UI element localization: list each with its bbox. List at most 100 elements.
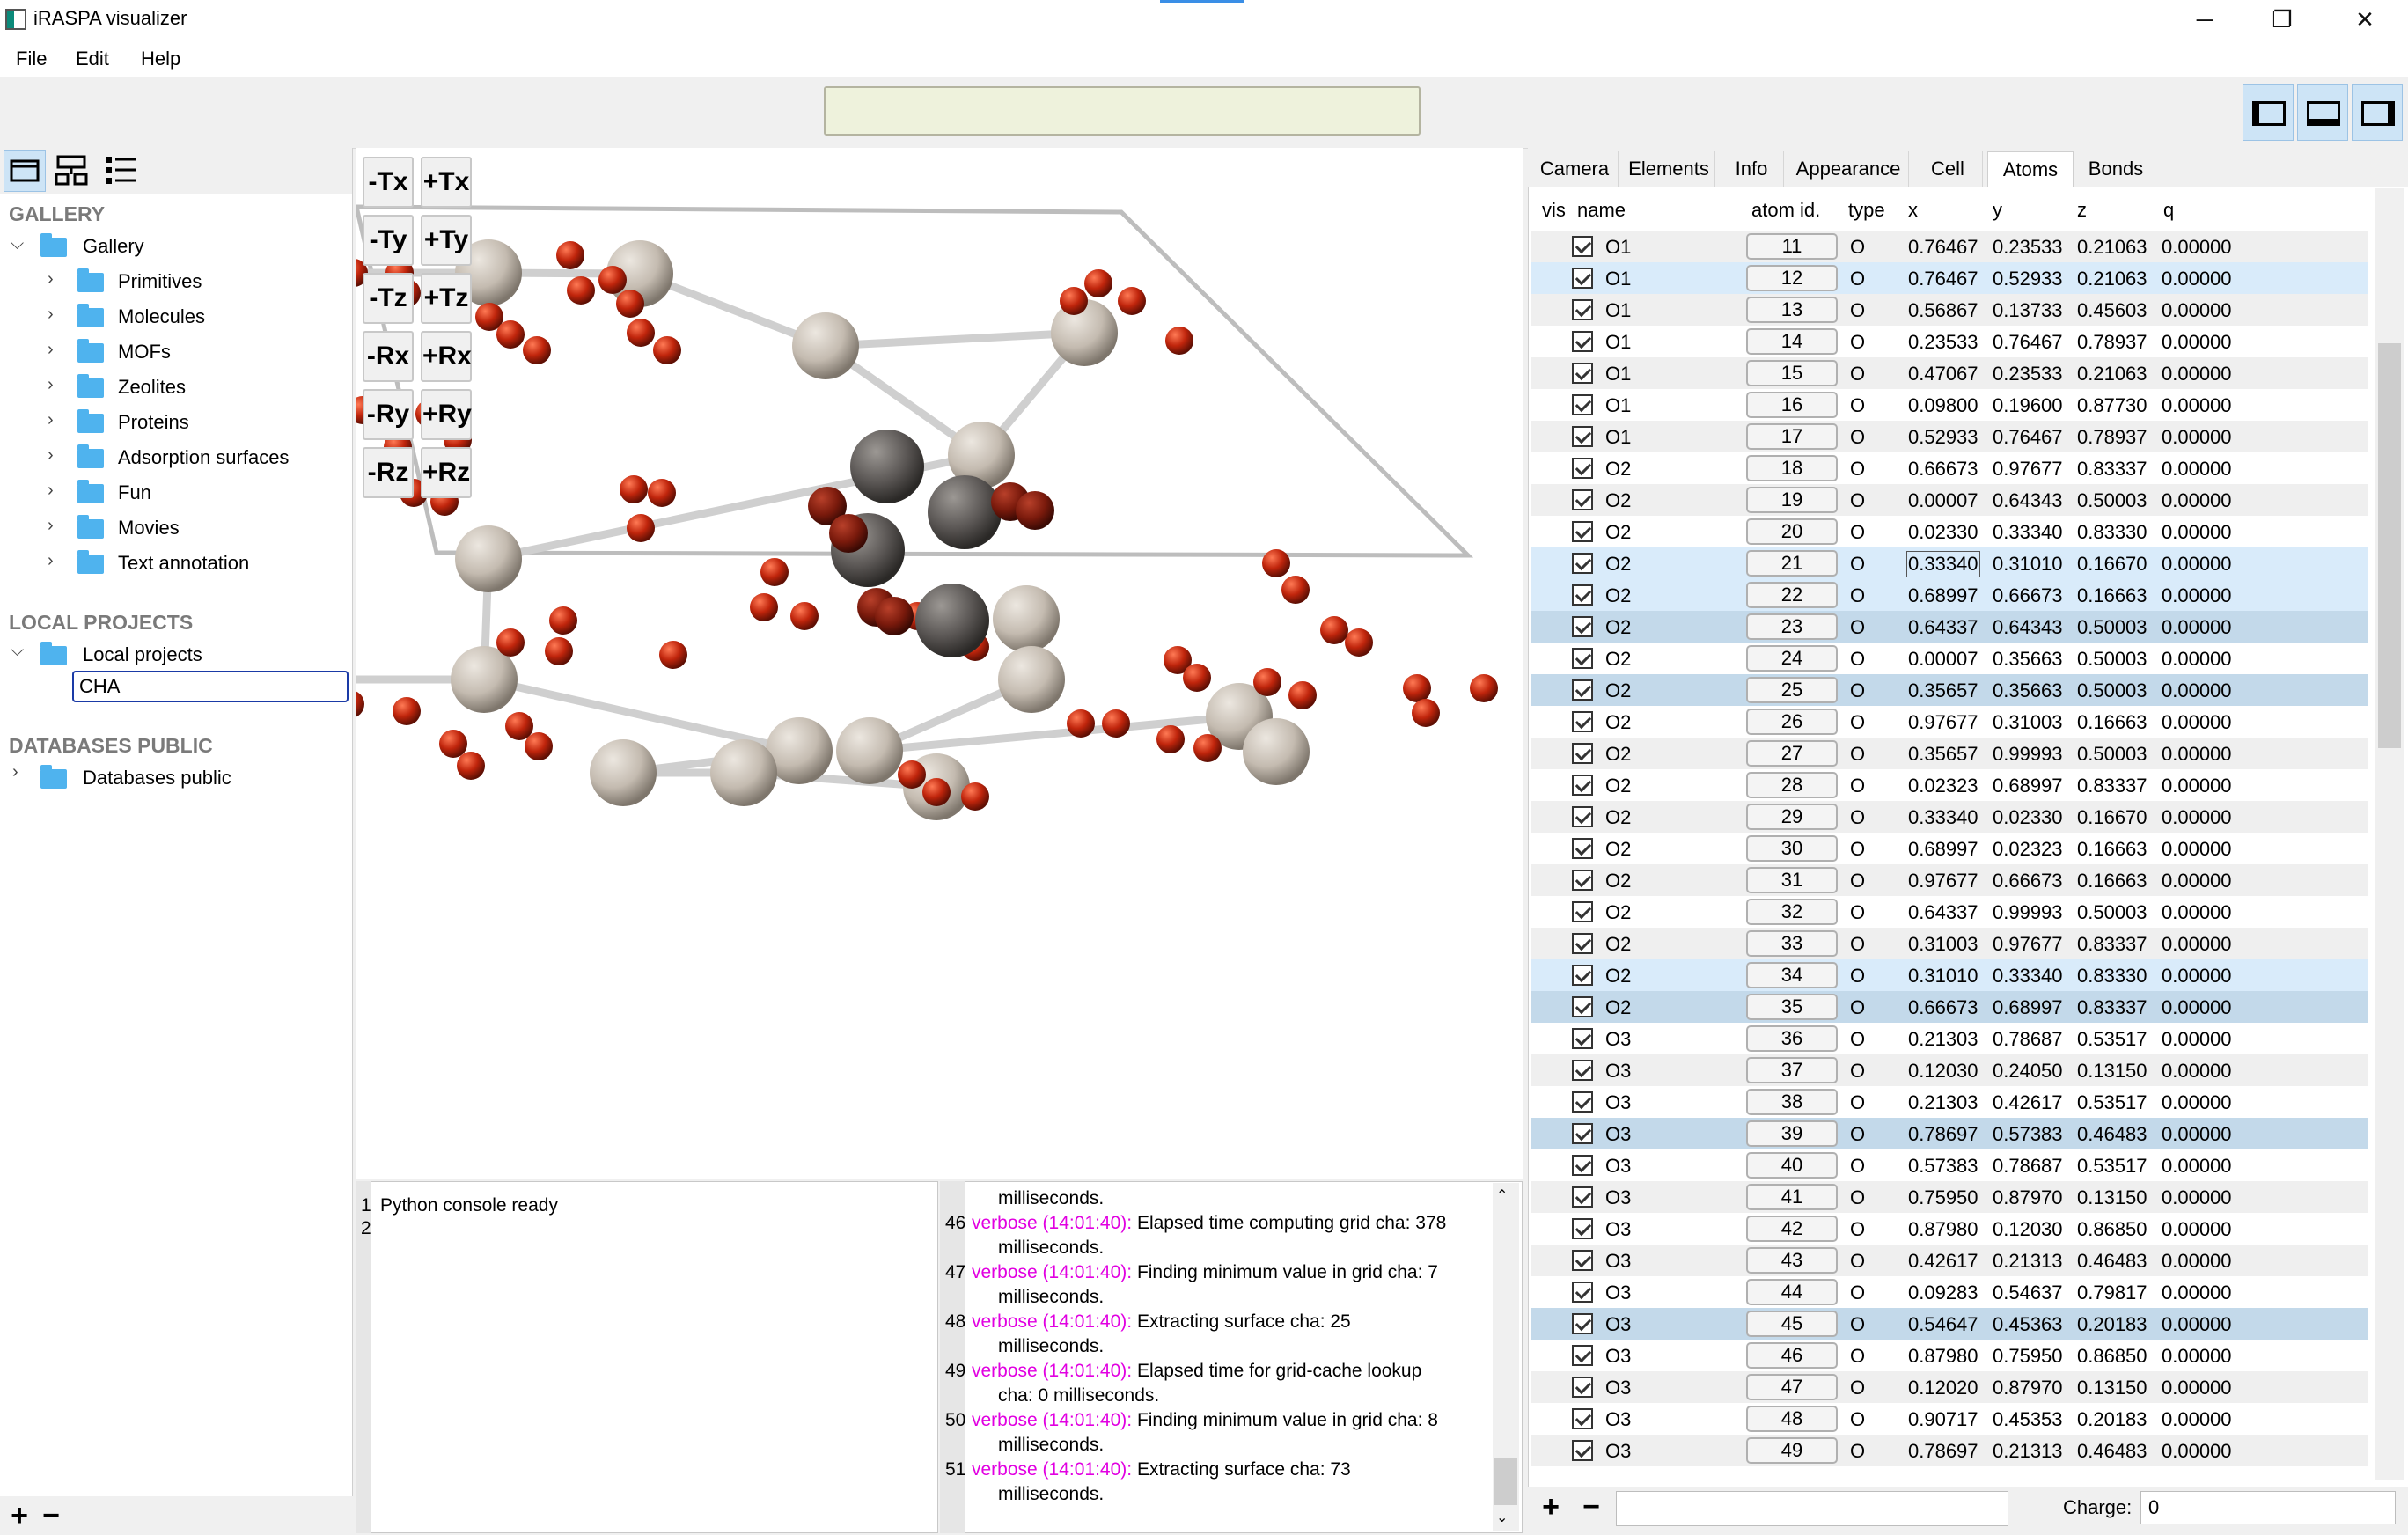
chevron-right-icon[interactable]: › xyxy=(48,551,54,570)
atom-q[interactable]: 0.00000 xyxy=(2162,1186,2232,1208)
visibility-checkbox[interactable] xyxy=(1572,838,1593,859)
atom-z[interactable]: 0.83337 xyxy=(2077,458,2147,480)
atom-x[interactable]: 0.87980 xyxy=(1908,1218,1979,1240)
atoms-scroll-thumb[interactable] xyxy=(2378,343,2401,748)
chevron-right-icon[interactable]: › xyxy=(48,340,54,359)
atom-z[interactable]: 0.83330 xyxy=(2077,965,2147,987)
atom-q[interactable]: 0.00000 xyxy=(2162,996,2232,1018)
transform-button-plusminus-rz[interactable]: +Rz xyxy=(421,447,472,498)
visibility-checkbox[interactable] xyxy=(1572,363,1593,384)
toggle-left-panel-button[interactable] xyxy=(2243,84,2294,141)
atom-id-field[interactable]: 12 xyxy=(1746,265,1838,291)
atom-id-field[interactable]: 39 xyxy=(1746,1120,1838,1147)
atom-y[interactable]: 0.78687 xyxy=(1993,1028,2063,1050)
atom-id-field[interactable]: 14 xyxy=(1746,328,1838,355)
visibility-checkbox[interactable] xyxy=(1572,870,1593,891)
atom-y[interactable]: 0.54637 xyxy=(1993,1282,2063,1304)
menu-file[interactable]: File xyxy=(16,48,48,70)
atom-x[interactable]: 0.33340 xyxy=(1906,551,1980,577)
atom-z[interactable]: 0.13150 xyxy=(2077,1060,2147,1082)
atom-y[interactable]: 0.35663 xyxy=(1993,679,2063,701)
atom-q[interactable]: 0.00000 xyxy=(2162,1218,2232,1240)
atom-x[interactable]: 0.97677 xyxy=(1908,711,1979,733)
transform-button-minus-rz[interactable]: -Rz xyxy=(363,447,414,498)
atom-z[interactable]: 0.87730 xyxy=(2077,394,2147,416)
table-row[interactable]: O2 28 O 0.02323 0.68997 0.83337 0.00000 xyxy=(1531,769,2368,801)
atom-y[interactable]: 0.64343 xyxy=(1993,616,2063,638)
atom-id-field[interactable]: 35 xyxy=(1746,994,1838,1020)
visibility-checkbox[interactable] xyxy=(1572,584,1593,606)
atom-y[interactable]: 0.31003 xyxy=(1993,711,2063,733)
atom-x[interactable]: 0.54647 xyxy=(1908,1313,1979,1335)
visibility-checkbox[interactable] xyxy=(1572,1091,1593,1113)
visibility-checkbox[interactable] xyxy=(1572,489,1593,510)
atom-q[interactable]: 0.00000 xyxy=(2162,1155,2232,1177)
atom-z[interactable]: 0.20183 xyxy=(2077,1408,2147,1430)
atom-q[interactable]: 0.00000 xyxy=(2162,711,2232,733)
atom-z[interactable]: 0.86850 xyxy=(2077,1218,2147,1240)
atom-q[interactable]: 0.00000 xyxy=(2162,743,2232,765)
chevron-right-icon[interactable]: › xyxy=(48,516,54,535)
atom-x[interactable]: 0.66673 xyxy=(1908,996,1979,1018)
atom-y[interactable]: 0.99993 xyxy=(1993,743,2063,765)
atom-x[interactable]: 0.09800 xyxy=(1908,394,1979,416)
visibility-checkbox[interactable] xyxy=(1572,648,1593,669)
visibility-checkbox[interactable] xyxy=(1572,711,1593,732)
atom-q[interactable]: 0.00000 xyxy=(2162,1091,2232,1113)
table-row[interactable]: O3 47 O 0.12020 0.87970 0.13150 0.00000 xyxy=(1531,1371,2368,1403)
visibility-checkbox[interactable] xyxy=(1572,806,1593,827)
chevron-right-icon[interactable]: › xyxy=(48,481,54,500)
atom-id-field[interactable]: 43 xyxy=(1746,1247,1838,1274)
atom-x[interactable]: 0.00007 xyxy=(1908,489,1979,511)
atom-id-field[interactable]: 26 xyxy=(1746,709,1838,735)
atom-id-field[interactable]: 33 xyxy=(1746,930,1838,957)
table-row[interactable]: O2 24 O 0.00007 0.35663 0.50003 0.00000 xyxy=(1531,643,2368,674)
visibility-checkbox[interactable] xyxy=(1572,1218,1593,1239)
table-row[interactable]: O1 11 O 0.76467 0.23533 0.21063 0.00000 xyxy=(1531,231,2368,262)
list-view-button[interactable] xyxy=(100,150,143,192)
atom-id-field[interactable]: 44 xyxy=(1746,1279,1838,1305)
atom-id-field[interactable]: 36 xyxy=(1746,1025,1838,1052)
atom-z[interactable]: 0.50003 xyxy=(2077,489,2147,511)
atom-x[interactable]: 0.12020 xyxy=(1908,1377,1979,1399)
table-row[interactable]: O2 35 O 0.66673 0.68997 0.83337 0.00000 xyxy=(1531,991,2368,1023)
table-row[interactable]: O2 20 O 0.02330 0.33340 0.83330 0.00000 xyxy=(1531,516,2368,547)
atom-q[interactable]: 0.00000 xyxy=(2162,1440,2232,1462)
atom-q[interactable]: 0.00000 xyxy=(2162,236,2232,258)
atom-z[interactable]: 0.78937 xyxy=(2077,426,2147,448)
atom-z[interactable]: 0.79817 xyxy=(2077,1282,2147,1304)
atom-id-field[interactable]: 30 xyxy=(1746,835,1838,862)
chevron-right-icon[interactable]: › xyxy=(12,762,18,782)
atom-x[interactable]: 0.64337 xyxy=(1908,616,1979,638)
atom-y[interactable]: 0.99993 xyxy=(1993,901,2063,923)
charge-input[interactable]: 0 xyxy=(2140,1491,2396,1524)
table-row[interactable]: O1 12 O 0.76467 0.52933 0.21063 0.00000 xyxy=(1531,262,2368,294)
column-type[interactable]: type xyxy=(1848,199,1885,221)
tree-item-primitives[interactable]: Primitives xyxy=(118,270,202,292)
log-scrollbar[interactable]: ⌃ ⌄ xyxy=(1493,1183,1519,1531)
atom-id-field[interactable]: 15 xyxy=(1746,360,1838,386)
atom-x[interactable]: 0.35657 xyxy=(1908,679,1979,701)
atom-x[interactable]: 0.76467 xyxy=(1908,268,1979,290)
table-row[interactable]: O2 21 O 0.33340 0.31010 0.16670 0.00000 xyxy=(1531,547,2368,579)
atom-y[interactable]: 0.87970 xyxy=(1993,1377,2063,1399)
atom-x[interactable]: 0.75950 xyxy=(1908,1186,1979,1208)
atom-id-field[interactable]: 23 xyxy=(1746,613,1838,640)
table-row[interactable]: O2 18 O 0.66673 0.97677 0.83337 0.00000 xyxy=(1531,452,2368,484)
atom-y[interactable]: 0.35663 xyxy=(1993,648,2063,670)
atom-x[interactable]: 0.23533 xyxy=(1908,331,1979,353)
table-row[interactable]: O3 40 O 0.57383 0.78687 0.53517 0.00000 xyxy=(1531,1149,2368,1181)
chevron-right-icon[interactable]: › xyxy=(48,305,54,324)
tab-bonds[interactable]: Bonds xyxy=(2077,151,2155,187)
atom-x[interactable]: 0.57383 xyxy=(1908,1155,1979,1177)
transform-button-plusminus-tx[interactable]: +Tx xyxy=(421,157,472,208)
visibility-checkbox[interactable] xyxy=(1572,1313,1593,1334)
atom-z[interactable]: 0.16663 xyxy=(2077,838,2147,860)
column-name[interactable]: name xyxy=(1577,199,1626,221)
table-row[interactable]: O3 44 O 0.09283 0.54637 0.79817 0.00000 xyxy=(1531,1276,2368,1308)
remove-project-button[interactable]: − xyxy=(42,1499,60,1532)
atom-x[interactable]: 0.66673 xyxy=(1908,458,1979,480)
atom-z[interactable]: 0.16663 xyxy=(2077,870,2147,892)
atom-x[interactable]: 0.78697 xyxy=(1908,1123,1979,1145)
add-project-button[interactable]: + xyxy=(11,1499,28,1532)
